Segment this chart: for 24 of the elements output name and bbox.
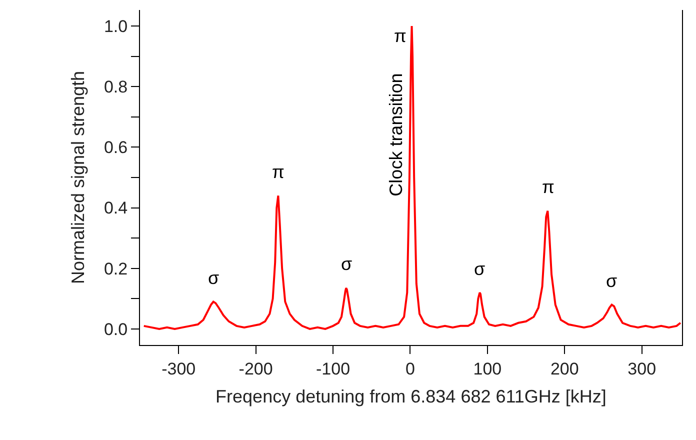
x-tick-label: 200	[550, 359, 579, 378]
annotation: π	[272, 162, 284, 182]
x-tick-label: 300	[628, 359, 656, 378]
annotation: Clock transition	[386, 73, 406, 196]
y-tick-label: 0.6	[104, 138, 128, 158]
x-tick-label: -200	[238, 359, 273, 378]
x-tick-label: 0	[405, 359, 415, 378]
line-series	[142, 25, 682, 330]
y-axis-title: Normalized signal strength	[68, 70, 88, 284]
annotation: π	[394, 26, 406, 46]
annotation: σ	[606, 271, 618, 291]
y-tick-label: 0.4	[104, 198, 128, 218]
x-axis-title: Freqency detuning from 6.834 682 611GHz [kHz]	[216, 386, 606, 406]
x-tick-label: -100	[316, 359, 350, 378]
y-tick-label: 0.2	[104, 259, 128, 278]
x-tick-label: -300	[162, 359, 196, 378]
y-tick-label: 1.0	[104, 17, 128, 36]
y-tick-label: 0.0	[104, 320, 128, 339]
annotation: σ	[208, 268, 220, 288]
y-tick-label: 0.8	[104, 78, 128, 97]
annotation: σ	[341, 254, 352, 274]
annotation: σ	[474, 259, 486, 279]
annotation: π	[542, 177, 554, 197]
x-tick-label: 100	[473, 359, 502, 378]
